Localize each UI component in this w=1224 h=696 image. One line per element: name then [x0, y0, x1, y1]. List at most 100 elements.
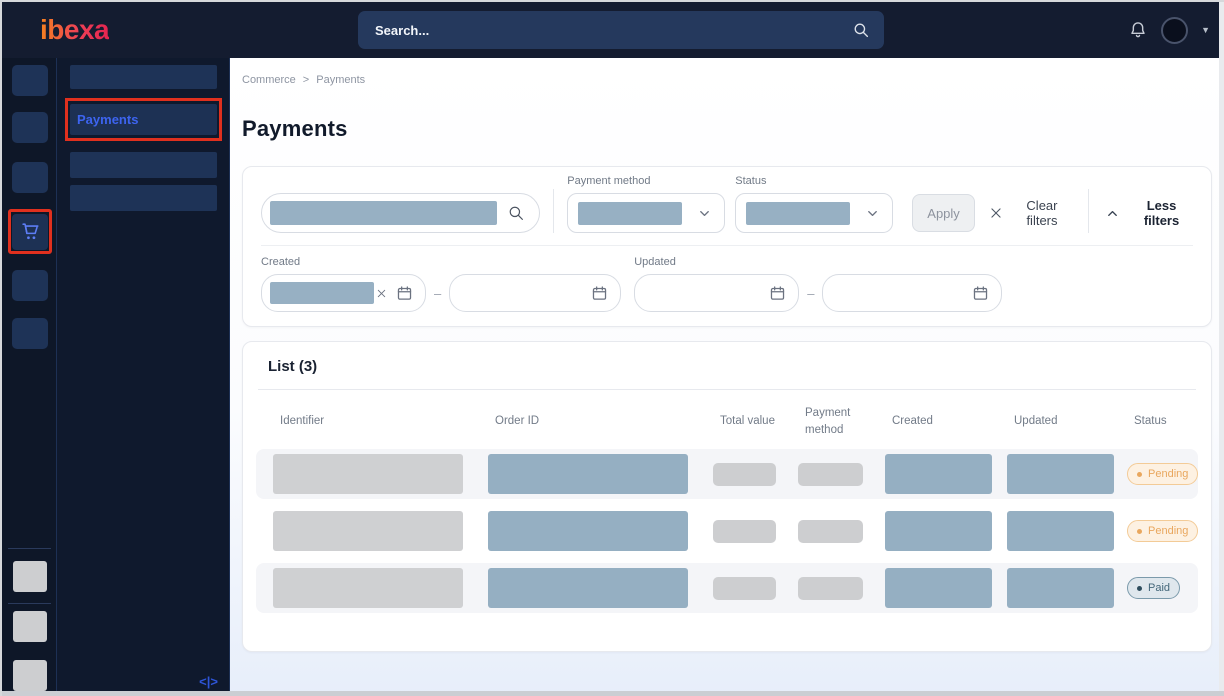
shopping-cart-icon — [19, 221, 41, 243]
filters-row-1: Payment method Status — [261, 175, 1193, 233]
redacted-search-value — [270, 201, 497, 225]
icon-rail — [2, 58, 57, 696]
search-icon — [852, 21, 870, 39]
breadcrumb-commerce[interactable]: Commerce — [242, 74, 296, 86]
redacted-payment-method-value — [578, 202, 682, 225]
col-header-order-id: Order ID — [495, 413, 720, 430]
calendar-icon[interactable] — [972, 285, 989, 302]
redacted-payment-method — [798, 520, 863, 543]
payment-method-label: Payment method — [567, 175, 725, 187]
updated-label: Updated — [634, 256, 1002, 268]
status-badge-label: Pending — [1148, 525, 1188, 537]
commerce-cart-button[interactable] — [12, 214, 48, 250]
redacted-total-value — [713, 463, 776, 486]
list-divider — [258, 389, 1196, 390]
redacted-status-value — [746, 202, 850, 225]
clear-filters-button[interactable]: Clear filters — [989, 194, 1072, 232]
date-range-dash: – — [807, 286, 814, 301]
filter-search-icon — [507, 204, 525, 222]
rail-item-placeholder-3[interactable] — [12, 162, 48, 193]
redacted-created — [885, 511, 992, 551]
status-select[interactable] — [735, 193, 893, 233]
highlight-box-commerce — [8, 209, 52, 254]
filters-panel: Payment method Status — [242, 166, 1212, 327]
calendar-icon[interactable] — [769, 285, 786, 302]
filter-search-input[interactable] — [261, 193, 540, 233]
status-label: Status — [735, 175, 893, 187]
user-menu-caret-icon[interactable]: ▼ — [1201, 26, 1210, 35]
redacted-payment-method — [798, 577, 863, 600]
redacted-updated — [1007, 454, 1114, 494]
redacted-created — [885, 454, 992, 494]
less-filters-button[interactable]: Less filters — [1105, 194, 1193, 232]
calendar-icon[interactable] — [396, 285, 413, 302]
chevron-down-icon — [865, 206, 880, 221]
payment-method-filter-group: Payment method — [567, 175, 725, 233]
filters-divider-vertical — [1088, 189, 1089, 233]
less-filters-label: Less filters — [1130, 198, 1193, 228]
redacted-order-id — [488, 568, 688, 608]
created-label: Created — [261, 256, 621, 268]
table-row-1[interactable]: Pending — [256, 449, 1198, 499]
apply-button[interactable]: Apply — [912, 194, 975, 232]
menu-item-placeholder-1[interactable] — [70, 65, 217, 89]
rail-bottom-item-2[interactable] — [13, 611, 47, 642]
redacted-total-value — [713, 520, 776, 543]
rail-divider — [8, 548, 51, 549]
table-body: Pending Pending — [256, 449, 1198, 613]
col-header-identifier: Identifier — [280, 413, 495, 430]
global-search-input[interactable]: Search... — [358, 11, 884, 49]
rail-item-placeholder-5[interactable] — [12, 318, 48, 349]
redacted-order-id — [488, 511, 688, 551]
chevron-up-icon — [1105, 206, 1120, 221]
col-header-updated: Updated — [1014, 413, 1134, 430]
rail-item-placeholder-4[interactable] — [12, 270, 48, 301]
redacted-order-id — [488, 454, 688, 494]
table-row-2[interactable]: Pending — [256, 506, 1198, 556]
col-header-created: Created — [892, 413, 1014, 430]
status-dot — [1137, 529, 1142, 534]
rail-divider — [8, 603, 51, 604]
created-filter-group: Created – — [261, 256, 621, 312]
table-row-3[interactable]: Paid — [256, 563, 1198, 613]
created-from-input[interactable] — [261, 274, 426, 312]
col-header-status: Status — [1134, 413, 1198, 430]
sidebar-collapse-icon[interactable]: <|> — [199, 674, 218, 689]
updated-from-input[interactable] — [634, 274, 799, 312]
calendar-icon[interactable] — [591, 285, 608, 302]
date-range-dash: – — [434, 286, 441, 301]
payments-list-panel: List (3) Identifier Order ID Total value… — [242, 341, 1212, 652]
redacted-total-value — [713, 577, 776, 600]
list-title: List (3) — [268, 358, 1198, 375]
rail-bottom-item-1[interactable] — [13, 561, 47, 592]
vertical-scrollbar[interactable] — [1219, 2, 1224, 696]
rail-item-placeholder-1[interactable] — [12, 65, 48, 96]
status-badge-label: Paid — [1148, 582, 1170, 594]
menu-item-placeholder-3[interactable] — [70, 185, 217, 211]
notifications-bell-icon[interactable] — [1128, 20, 1148, 40]
ibexa-logo[interactable]: ibexa — [40, 14, 109, 46]
filters-row-2: Created – — [261, 256, 1193, 312]
filters-divider-vertical — [553, 189, 554, 233]
main-content: Commerce > Payments Payments — [230, 58, 1224, 696]
redacted-created-from-value — [270, 282, 374, 304]
clear-x-icon — [989, 206, 1003, 220]
clear-date-x-icon[interactable] — [376, 288, 387, 299]
horizontal-scrollbar[interactable] — [2, 691, 1224, 696]
breadcrumb-payments: Payments — [316, 74, 365, 86]
redacted-created — [885, 568, 992, 608]
menu-item-placeholder-2[interactable] — [70, 152, 217, 178]
created-to-input[interactable] — [449, 274, 621, 312]
redacted-updated — [1007, 511, 1114, 551]
rail-bottom-item-3[interactable] — [13, 660, 47, 691]
redacted-identifier — [273, 454, 463, 494]
table-header: Identifier Order ID Total value Payment … — [256, 403, 1198, 441]
sidebar-item-payments-label: Payments — [77, 112, 138, 127]
rail-item-placeholder-2[interactable] — [12, 112, 48, 143]
updated-to-input[interactable] — [822, 274, 1002, 312]
chevron-down-icon — [697, 206, 712, 221]
payment-method-select[interactable] — [567, 193, 725, 233]
user-avatar[interactable] — [1161, 17, 1188, 44]
sidebar-item-payments[interactable]: Payments — [70, 104, 217, 135]
breadcrumb-separator: > — [303, 74, 309, 86]
